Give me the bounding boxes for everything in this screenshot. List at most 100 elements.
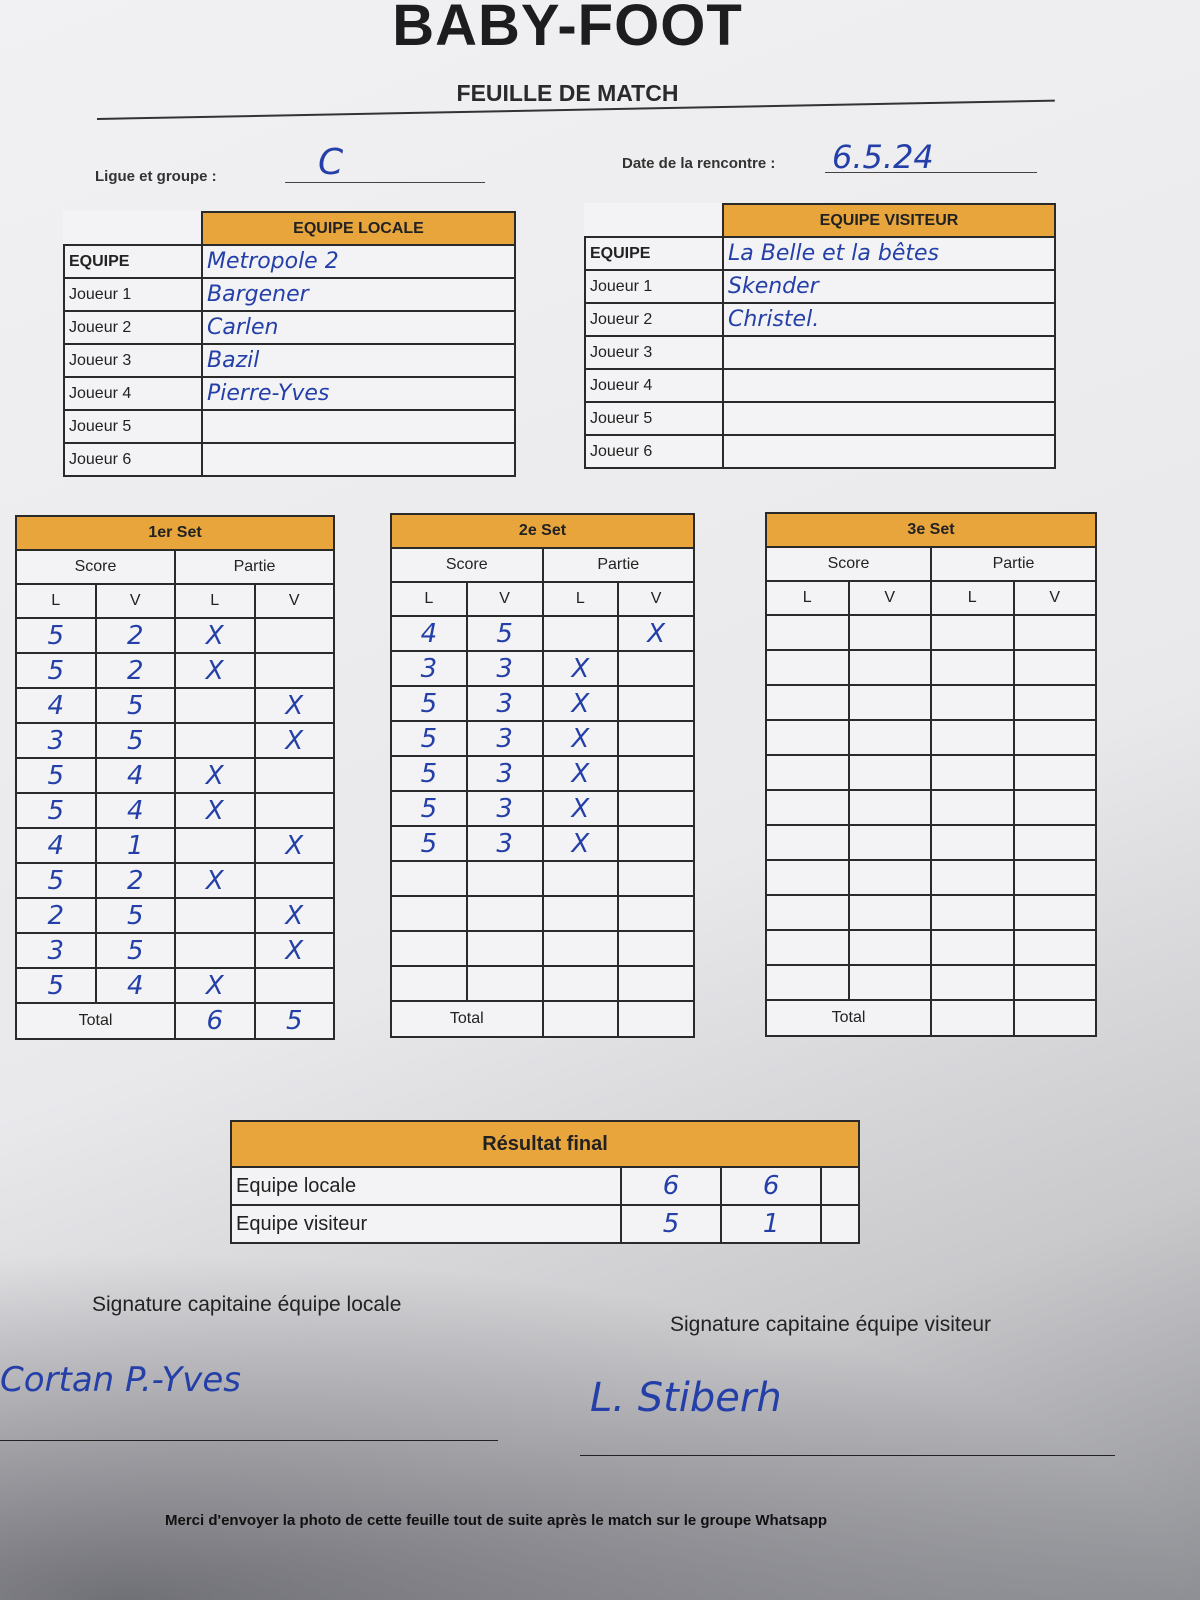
- total-visitor: [1012, 999, 1097, 1037]
- player-label: Joueur 5: [63, 409, 203, 444]
- game-row: [390, 930, 695, 967]
- score-local: 3: [390, 650, 468, 687]
- total-local: [930, 999, 1015, 1037]
- partie-visitor: [617, 755, 695, 792]
- game-row: [765, 614, 1097, 651]
- player-label: Joueur 2: [584, 302, 724, 337]
- score-local: [390, 930, 468, 967]
- set-title: 3e Set: [765, 512, 1097, 548]
- player-label: Joueur 3: [584, 335, 724, 370]
- final-score: 6: [619, 1166, 723, 1206]
- partie-visitor: [1012, 824, 1097, 861]
- set-title-row: 3e Set: [765, 512, 1097, 548]
- team-name: Metropole 2: [201, 244, 516, 279]
- partie-visitor: [253, 862, 335, 899]
- total-local: [541, 1000, 620, 1038]
- partie-visitor: [617, 895, 695, 932]
- partie-visitor: [253, 652, 335, 689]
- team-row: Joueur 5: [584, 401, 1056, 436]
- shadow: [0, 1250, 1200, 1600]
- score-visitor: [847, 614, 932, 651]
- partie-local: [930, 929, 1015, 966]
- final-result-table: Résultat final Equipe locale 6 6 Equipe visi…: [230, 1120, 860, 1244]
- visitor-team-table: EQUIPE VISITEUR EQUIPE La Belle et la bête…: [584, 203, 1056, 469]
- partie-local: X: [174, 792, 256, 829]
- total-label: Total: [390, 1000, 544, 1038]
- partie-visitor: [1012, 859, 1097, 896]
- partie-local: [930, 614, 1015, 651]
- score-local: [765, 964, 850, 1001]
- score-visitor: [847, 964, 932, 1001]
- partie-visitor: [617, 720, 695, 757]
- partie-local: [930, 719, 1015, 756]
- player-label: Joueur 6: [63, 442, 203, 477]
- score-visitor: 3: [465, 720, 544, 757]
- score-local: 5: [15, 967, 97, 1004]
- partie-visitor: [253, 792, 335, 829]
- score-local: [390, 965, 468, 1002]
- partie-visitor: X: [253, 687, 335, 724]
- partie-local: X: [541, 825, 620, 862]
- partie-visitor: X: [253, 897, 335, 934]
- score-local: [765, 859, 850, 896]
- final-score: [820, 1166, 860, 1206]
- local-signature-line: [0, 1440, 498, 1441]
- partie-local: [930, 964, 1015, 1001]
- partie-local: [541, 930, 620, 967]
- partie-visitor: [253, 617, 335, 654]
- set-subheader-row: Score Partie: [15, 549, 335, 585]
- blank-cell: [585, 204, 723, 237]
- partie-visitor: [1012, 964, 1097, 1001]
- player-name: [722, 434, 1056, 469]
- score-local: [765, 754, 850, 791]
- total-label: Total: [765, 999, 932, 1037]
- game-row: [390, 895, 695, 932]
- team-name: La Belle et la bêtes: [722, 236, 1056, 271]
- score-local: 4: [15, 827, 97, 864]
- player-name: [722, 368, 1056, 403]
- score-local: [765, 684, 850, 721]
- partie-visitor: [1012, 614, 1097, 651]
- score-local: [765, 719, 850, 756]
- score-visitor: 1: [94, 827, 176, 864]
- partie-local: [541, 615, 620, 652]
- player-label: Joueur 4: [584, 368, 724, 403]
- set-1-table: 1er Set Score Partie L V L V 5 2 X 5 2 X 4 5 X 3 5 X 5 4 X 5 4 X…: [15, 515, 335, 1040]
- date-label: Date de la rencontre :: [622, 155, 776, 172]
- team-header: EQUIPE VISITEUR: [722, 203, 1056, 238]
- score-local: 5: [15, 757, 97, 794]
- partie-visitor: X: [253, 722, 335, 759]
- score-local: 5: [390, 755, 468, 792]
- visitor-signature-line: [580, 1455, 1115, 1456]
- partie-visitor: [1012, 719, 1097, 756]
- final-score: 1: [720, 1204, 823, 1244]
- score-visitor: [847, 859, 932, 896]
- team-label: EQUIPE: [584, 236, 724, 271]
- score-local: [390, 895, 468, 932]
- v-column-header: V: [617, 581, 695, 617]
- team-row: Joueur 1 Skender: [584, 269, 1056, 304]
- score-visitor: 2: [94, 652, 176, 689]
- player-label: Joueur 4: [63, 376, 203, 411]
- l-column-header: L: [390, 581, 468, 617]
- partie-local: [930, 754, 1015, 791]
- local-signature: Cortan P.-Yves: [0, 1360, 241, 1400]
- page-title: BABY-FOOT: [392, 0, 743, 58]
- partie-local: [930, 684, 1015, 721]
- score-local: 5: [15, 792, 97, 829]
- team-row: Joueur 6: [584, 434, 1056, 469]
- game-row: [390, 860, 695, 897]
- partie-local: X: [541, 755, 620, 792]
- team-row: Joueur 1 Bargener: [63, 277, 516, 312]
- partie-local: [930, 649, 1015, 686]
- l-column-header: L: [541, 581, 620, 617]
- score-visitor: 4: [94, 792, 176, 829]
- score-visitor: 3: [465, 685, 544, 722]
